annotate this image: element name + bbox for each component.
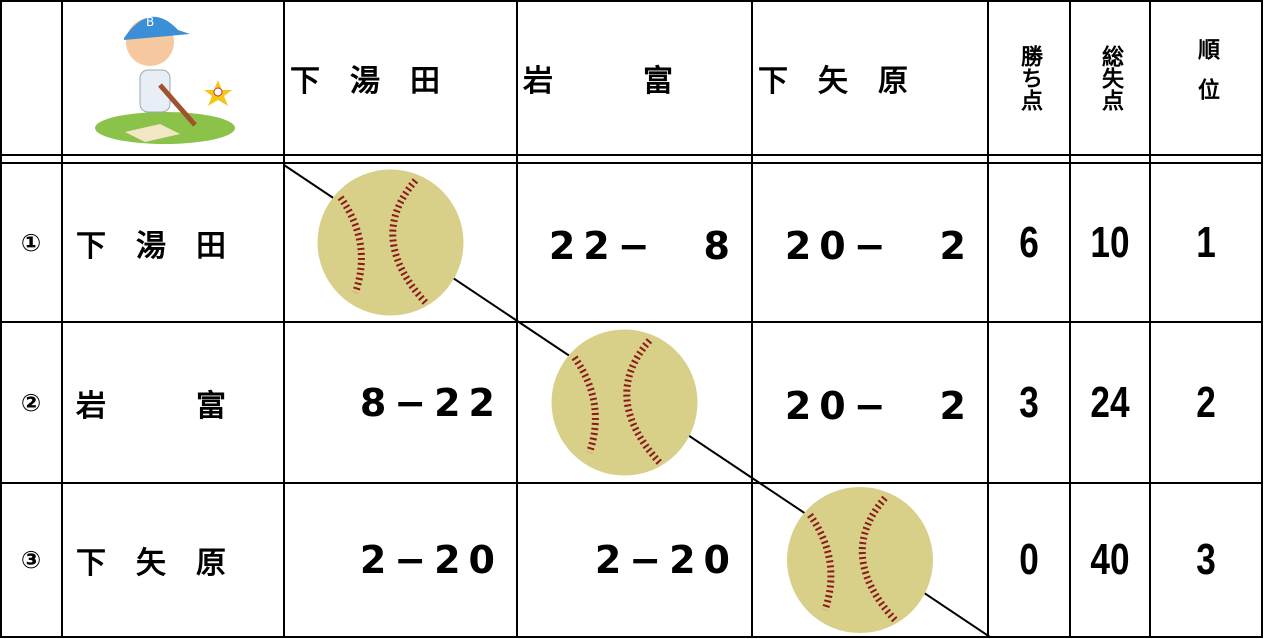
stat-value: 1 — [1196, 217, 1216, 267]
stat-value: 40 — [1090, 535, 1130, 584]
stat-value: 3 — [1019, 377, 1039, 427]
stat-value: 2 — [1196, 377, 1216, 427]
stat-value: 3 — [1196, 535, 1216, 584]
score: 22− 8 — [548, 224, 738, 268]
score: 2−20 — [594, 538, 738, 582]
score: 8−22 — [359, 380, 503, 425]
row-team: 岩 富 — [76, 388, 226, 424]
stat-value: 6 — [1019, 217, 1039, 267]
stat-value: 10 — [1090, 217, 1130, 267]
stat-value: 24 — [1090, 377, 1130, 427]
score: 20− 2 — [784, 224, 974, 268]
column-header: 下 矢 原 — [758, 63, 908, 99]
column-header: 下 湯 田 — [290, 63, 440, 99]
stat-header: 順位 — [1194, 38, 1219, 118]
stat-value: 0 — [1019, 535, 1039, 584]
row-number: ① — [20, 228, 42, 257]
column-header: 岩 富 — [523, 63, 673, 99]
row-number: ② — [20, 388, 42, 417]
row-team: 下 矢 原 — [76, 546, 226, 581]
score: 20− 2 — [784, 384, 974, 428]
svg-text:B: B — [146, 15, 154, 29]
baseball — [787, 487, 933, 633]
batter-illustration: B — [95, 15, 235, 144]
stat-header: 勝ち点 — [1017, 45, 1042, 111]
row-team: 下 湯 田 — [76, 228, 226, 264]
baseball — [551, 329, 698, 476]
baseball — [317, 169, 464, 316]
score: 2−20 — [359, 538, 503, 582]
stat-header: 総失点 — [1098, 45, 1123, 111]
row-number: ③ — [20, 546, 42, 574]
